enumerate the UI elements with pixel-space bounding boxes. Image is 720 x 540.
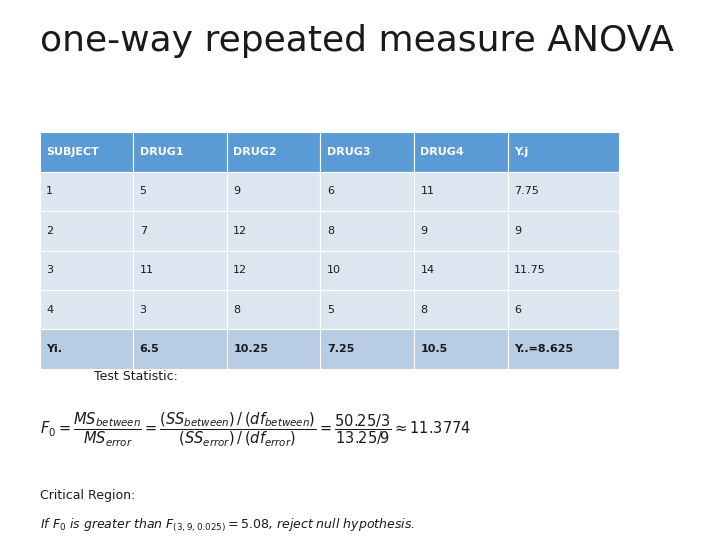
Text: DRUG3: DRUG3 (327, 147, 370, 157)
Text: Test Statistic:: Test Statistic: (94, 370, 177, 383)
Text: 7.25: 7.25 (327, 344, 354, 354)
Bar (40, 251, 133, 290)
Bar (508, 290, 619, 329)
Text: $F_0 = \dfrac{MS_{between}}{MS_{error}} = \dfrac{(SS_{between})\,/\,(df_{between: $F_0 = \dfrac{MS_{between}}{MS_{error}} … (40, 410, 470, 448)
Text: 5: 5 (140, 186, 147, 197)
Text: 7: 7 (140, 226, 147, 236)
Text: 12: 12 (233, 265, 248, 275)
Text: DRUG2: DRUG2 (233, 147, 277, 157)
Text: 6: 6 (514, 305, 521, 315)
Text: 4: 4 (46, 305, 53, 315)
Text: 5: 5 (327, 305, 334, 315)
Bar (227, 290, 320, 329)
Bar (414, 172, 508, 211)
Bar (40, 290, 133, 329)
Bar (227, 329, 320, 369)
Text: Yi.: Yi. (46, 344, 62, 354)
Bar (40, 132, 133, 172)
Bar (320, 172, 414, 211)
Bar (227, 211, 320, 251)
Bar (508, 132, 619, 172)
Text: If $F_0$ is greater than $F_{(3,9,0.025)} = 5.08$, reject null hypothesis.: If $F_0$ is greater than $F_{(3,9,0.025)… (40, 517, 415, 534)
Bar (414, 290, 508, 329)
Text: Y.j: Y.j (514, 147, 528, 157)
Text: 2: 2 (46, 226, 53, 236)
Text: Critical Region:: Critical Region: (40, 489, 135, 502)
Text: DRUG1: DRUG1 (140, 147, 184, 157)
Text: 9: 9 (514, 226, 521, 236)
Bar (414, 132, 508, 172)
Bar (133, 251, 227, 290)
Text: 14: 14 (420, 265, 435, 275)
Text: 1: 1 (46, 186, 53, 197)
Bar (133, 172, 227, 211)
Bar (508, 329, 619, 369)
Bar (227, 132, 320, 172)
Bar (320, 132, 414, 172)
Bar (320, 329, 414, 369)
Text: 8: 8 (420, 305, 428, 315)
Text: 8: 8 (327, 226, 334, 236)
Bar (227, 251, 320, 290)
Bar (133, 290, 227, 329)
Text: 10.25: 10.25 (233, 344, 269, 354)
Text: 11.75: 11.75 (514, 265, 546, 275)
Bar (414, 329, 508, 369)
Text: 11: 11 (140, 265, 153, 275)
Text: 9: 9 (420, 226, 428, 236)
Text: 7.75: 7.75 (514, 186, 539, 197)
Text: Y..=8.625: Y..=8.625 (514, 344, 573, 354)
Bar (508, 251, 619, 290)
Bar (320, 290, 414, 329)
Bar (40, 329, 133, 369)
Bar (414, 211, 508, 251)
Bar (40, 172, 133, 211)
Text: 10: 10 (327, 265, 341, 275)
Bar (414, 251, 508, 290)
Text: 3: 3 (46, 265, 53, 275)
Text: DRUG4: DRUG4 (420, 147, 464, 157)
Text: 6.5: 6.5 (140, 344, 159, 354)
Bar (133, 329, 227, 369)
Bar (227, 172, 320, 211)
Text: 12: 12 (233, 226, 248, 236)
Bar (133, 211, 227, 251)
Text: one-way repeated measure ANOVA: one-way repeated measure ANOVA (40, 24, 674, 58)
Bar (320, 251, 414, 290)
Text: 9: 9 (233, 186, 240, 197)
Bar (133, 132, 227, 172)
Text: SUBJECT: SUBJECT (46, 147, 99, 157)
Bar (508, 211, 619, 251)
Text: 11: 11 (420, 186, 434, 197)
Bar (320, 211, 414, 251)
Text: 3: 3 (140, 305, 147, 315)
Text: 6: 6 (327, 186, 334, 197)
Text: 10.5: 10.5 (420, 344, 448, 354)
Text: 8: 8 (233, 305, 240, 315)
Bar (40, 211, 133, 251)
Bar (508, 172, 619, 211)
